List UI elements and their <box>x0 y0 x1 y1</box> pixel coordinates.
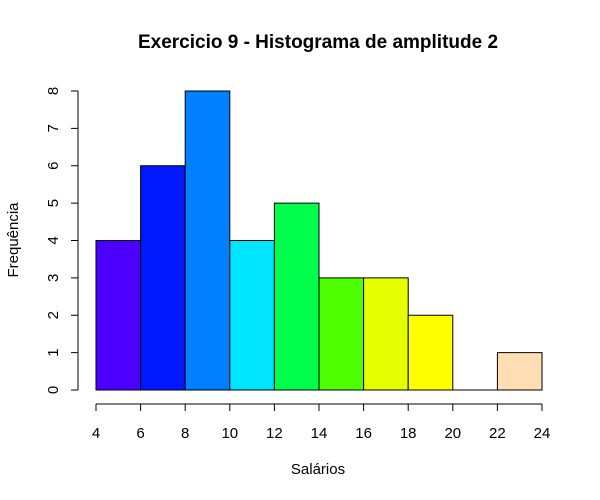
histogram-bar-18-20 <box>407 314 454 391</box>
x-tick-label-22: 22 <box>489 425 506 442</box>
histogram-bar-8-10 <box>184 90 231 391</box>
histogram-bar-10-12 <box>229 240 275 391</box>
y-axis: 0 1 2 3 4 5 6 7 8 <box>45 87 79 394</box>
x-tick-label-6: 6 <box>136 425 144 442</box>
x-tick-label-16: 16 <box>355 425 372 442</box>
y-tick-label-6: 6 <box>45 162 62 170</box>
x-axis: 4 6 8 10 12 14 16 18 20 22 24 <box>92 403 551 442</box>
histogram-bar-12-14 <box>273 202 320 391</box>
chart-title: Exercicio 9 - Histograma de amplitude 2 <box>138 32 498 53</box>
x-axis-label: Salários <box>291 461 345 478</box>
x-tick-label-10: 10 <box>221 425 238 442</box>
x-tick-label-4: 4 <box>92 425 100 442</box>
y-tick-label-5: 5 <box>45 199 62 207</box>
histogram-bar-16-18 <box>363 277 409 391</box>
y-axis-label: Frequência <box>5 202 22 278</box>
histogram-bar-6-8 <box>140 165 186 391</box>
histogram-bar-14-16 <box>318 277 365 391</box>
x-tick-label-14: 14 <box>311 425 328 442</box>
x-tick-label-12: 12 <box>266 425 283 442</box>
y-tick-label-8: 8 <box>45 87 62 95</box>
x-tick-label-20: 20 <box>444 425 461 442</box>
y-tick-label-7: 7 <box>45 124 62 132</box>
bars-group <box>95 90 543 391</box>
x-tick-label-8: 8 <box>181 425 189 442</box>
y-tick-label-0: 0 <box>45 386 62 394</box>
histogram-bar-22-24 <box>496 352 543 391</box>
x-tick-label-18: 18 <box>400 425 417 442</box>
histogram-bar-4-6 <box>95 240 142 391</box>
x-tick-label-24: 24 <box>534 425 551 442</box>
y-tick-label-3: 3 <box>45 274 62 282</box>
y-tick-label-4: 4 <box>45 236 62 244</box>
y-tick-label-2: 2 <box>45 311 62 319</box>
y-tick-label-1: 1 <box>45 348 62 356</box>
